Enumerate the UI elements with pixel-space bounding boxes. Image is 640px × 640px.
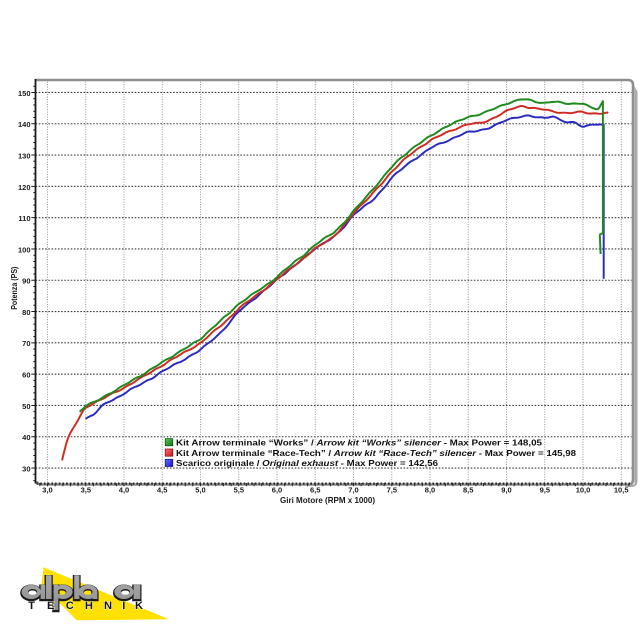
svg-text:E: E [47,600,55,612]
svg-text:T: T [28,600,35,612]
svg-text:6,0: 6,0 [272,486,282,495]
svg-text:7,5: 7,5 [387,486,397,495]
svg-text:40: 40 [22,433,30,442]
svg-text:120: 120 [18,183,31,192]
svg-text:I: I [122,600,125,612]
svg-text:5,0: 5,0 [195,486,205,495]
svg-text:9,0: 9,0 [501,486,511,495]
svg-text:6,5: 6,5 [310,486,320,495]
svg-text:4,5: 4,5 [157,486,167,495]
svg-text:150: 150 [18,89,31,98]
svg-text:K: K [135,600,143,612]
svg-text:80: 80 [22,308,30,317]
svg-text:C: C [66,600,74,612]
svg-text:50: 50 [22,402,30,411]
svg-text:140: 140 [18,120,31,129]
svg-text:Giri Motore (RPM x 1000): Giri Motore (RPM x 1000) [280,496,375,505]
svg-text:N: N [104,600,112,612]
svg-text:130: 130 [18,152,31,161]
svg-text:9,5: 9,5 [540,486,550,495]
svg-text:4,0: 4,0 [119,486,129,495]
svg-text:70: 70 [22,339,30,348]
svg-text:Kit Arrow terminale “Race-Tech: Kit Arrow terminale “Race-Tech” / Arrow … [176,448,576,458]
svg-text:60: 60 [22,371,30,380]
svg-text:H: H [85,600,93,612]
svg-text:Potenza (PS): Potenza (PS) [10,266,19,309]
svg-text:8,5: 8,5 [463,486,473,495]
svg-text:7,0: 7,0 [348,486,358,495]
svg-text:Scarico originale / Original e: Scarico originale / Original exhaust - M… [176,458,438,468]
svg-text:10,5: 10,5 [614,486,629,495]
svg-text:90: 90 [22,277,30,286]
svg-text:30: 30 [22,464,30,473]
svg-text:Kit Arrow terminale “Works” /: Kit Arrow terminale “Works” / Arrow kit … [176,437,542,447]
svg-text:8,0: 8,0 [425,486,435,495]
svg-text:5,5: 5,5 [234,486,244,495]
svg-text:10,0: 10,0 [576,486,591,495]
svg-text:110: 110 [18,214,30,223]
svg-text:100: 100 [18,245,31,254]
svg-text:3,0: 3,0 [42,486,52,495]
svg-text:3,5: 3,5 [81,486,91,495]
